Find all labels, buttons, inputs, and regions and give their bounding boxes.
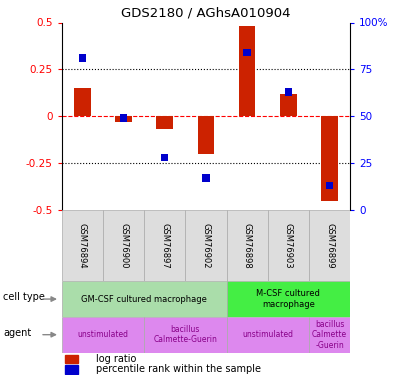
Text: GSM76903: GSM76903	[284, 223, 293, 268]
Bar	[280, 94, 297, 116]
Text: GSM76898: GSM76898	[243, 223, 252, 268]
Text: percentile rank within the sample: percentile rank within the sample	[96, 364, 261, 374]
Bar	[144, 317, 226, 352]
Text: GSM76894: GSM76894	[78, 223, 87, 268]
Bar	[285, 88, 292, 96]
Bar	[64, 365, 78, 374]
Bar	[78, 54, 86, 62]
Bar	[244, 49, 251, 56]
Bar	[62, 210, 103, 281]
Text: bacillus
Calmette-Guerin: bacillus Calmette-Guerin	[153, 325, 217, 344]
Bar	[103, 210, 144, 281]
Bar	[202, 174, 210, 182]
Text: log ratio: log ratio	[96, 354, 137, 364]
Bar	[268, 210, 309, 281]
Bar	[74, 88, 91, 116]
Text: GSM76897: GSM76897	[160, 223, 169, 268]
Bar	[226, 317, 309, 352]
Bar	[309, 317, 350, 352]
Text: cell type: cell type	[3, 292, 45, 302]
Bar	[144, 210, 185, 281]
Text: unstimulated: unstimulated	[78, 330, 129, 339]
Text: M-CSF cultured
macrophage: M-CSF cultured macrophage	[256, 290, 320, 309]
Bar	[309, 210, 350, 281]
Bar	[226, 210, 268, 281]
Bar	[326, 182, 334, 189]
Text: GSM76902: GSM76902	[201, 223, 211, 268]
Text: GM-CSF cultured macrophage: GM-CSF cultured macrophage	[81, 295, 207, 304]
Bar	[156, 116, 173, 129]
Title: GDS2180 / AGhsA010904: GDS2180 / AGhsA010904	[121, 7, 291, 20]
Bar	[161, 154, 168, 161]
Bar	[120, 114, 127, 122]
Bar	[64, 355, 78, 363]
Bar	[239, 26, 256, 116]
Bar	[198, 116, 214, 154]
Text: unstimulated: unstimulated	[242, 330, 293, 339]
Bar	[62, 281, 226, 317]
Text: bacillus
Calmette
-Guerin: bacillus Calmette -Guerin	[312, 320, 347, 350]
Text: agent: agent	[3, 328, 31, 338]
Bar	[185, 210, 226, 281]
Text: GSM76900: GSM76900	[119, 223, 128, 268]
Bar	[115, 116, 132, 122]
Bar	[62, 317, 144, 352]
Text: GSM76899: GSM76899	[325, 223, 334, 268]
Bar	[322, 116, 338, 201]
Bar	[226, 281, 350, 317]
